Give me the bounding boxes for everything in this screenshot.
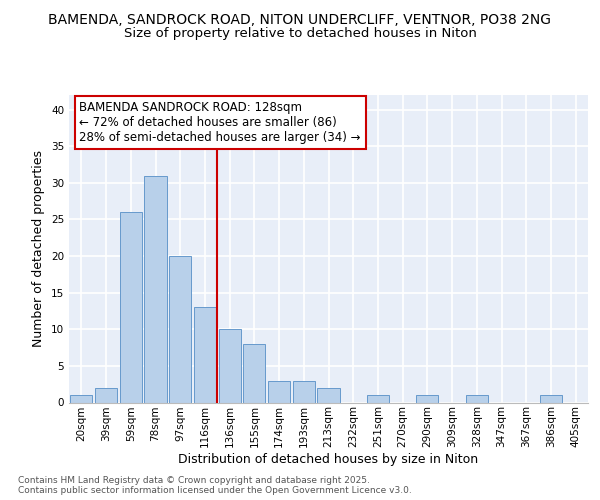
Bar bbox=[145, 176, 167, 402]
Bar bbox=[119, 212, 142, 402]
Bar bbox=[416, 395, 439, 402]
Bar bbox=[268, 380, 290, 402]
Text: BAMENDA, SANDROCK ROAD, NITON UNDERCLIFF, VENTNOR, PO38 2NG: BAMENDA, SANDROCK ROAD, NITON UNDERCLIFF… bbox=[49, 12, 551, 26]
Bar bbox=[243, 344, 265, 403]
Bar bbox=[466, 395, 488, 402]
Text: Contains HM Land Registry data © Crown copyright and database right 2025.
Contai: Contains HM Land Registry data © Crown c… bbox=[18, 476, 412, 495]
Text: BAMENDA SANDROCK ROAD: 128sqm
← 72% of detached houses are smaller (86)
28% of s: BAMENDA SANDROCK ROAD: 128sqm ← 72% of d… bbox=[79, 101, 361, 144]
Y-axis label: Number of detached properties: Number of detached properties bbox=[32, 150, 46, 347]
Bar bbox=[367, 395, 389, 402]
Text: Size of property relative to detached houses in Niton: Size of property relative to detached ho… bbox=[124, 28, 476, 40]
Bar bbox=[317, 388, 340, 402]
Bar bbox=[293, 380, 315, 402]
Bar bbox=[540, 395, 562, 402]
Bar bbox=[218, 330, 241, 402]
X-axis label: Distribution of detached houses by size in Niton: Distribution of detached houses by size … bbox=[178, 453, 479, 466]
Bar bbox=[95, 388, 117, 402]
Bar bbox=[194, 308, 216, 402]
Bar bbox=[169, 256, 191, 402]
Bar bbox=[70, 395, 92, 402]
